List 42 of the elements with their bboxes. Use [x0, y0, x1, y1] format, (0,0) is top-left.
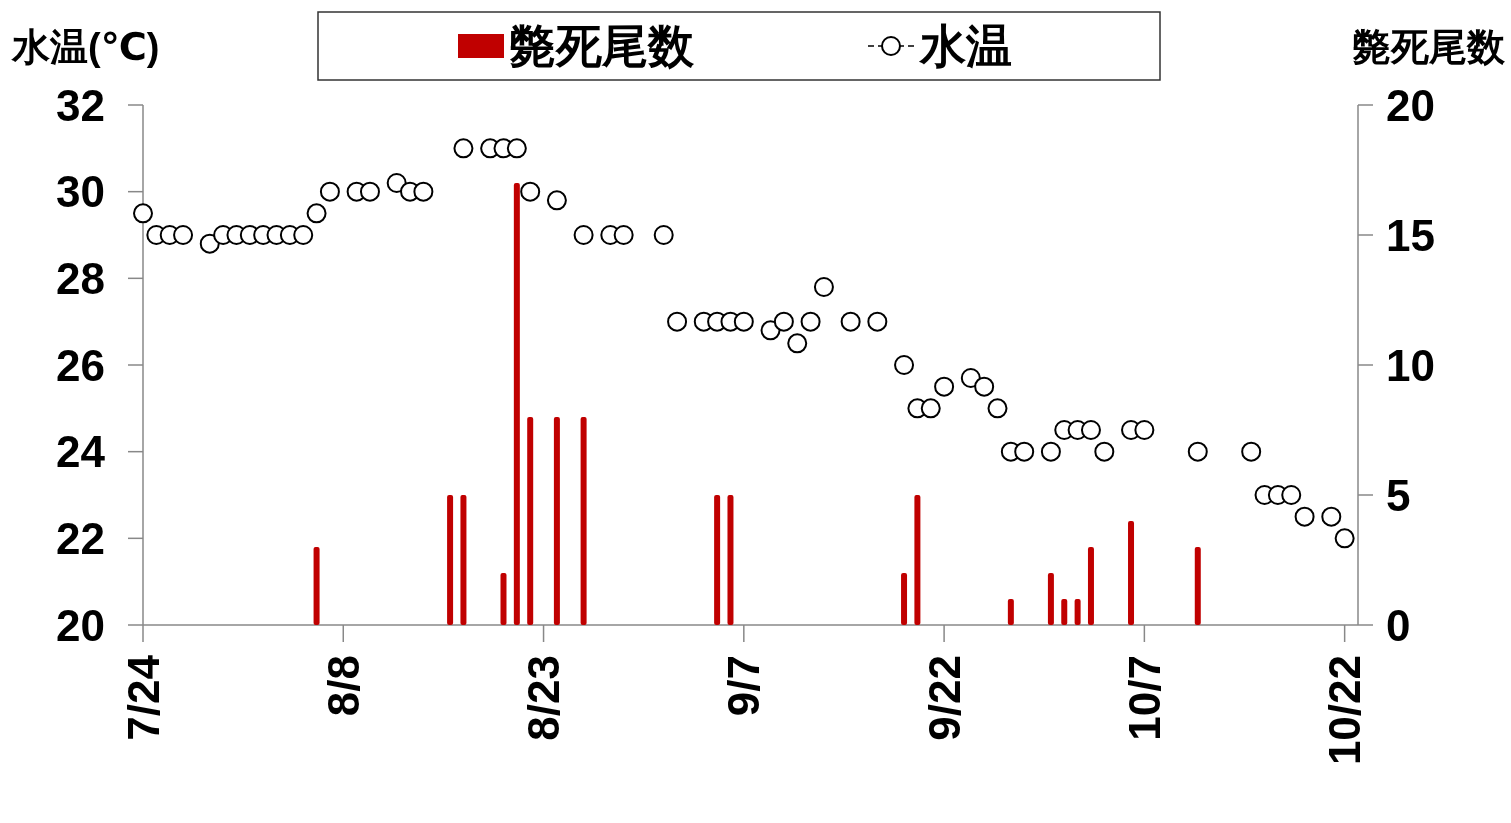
y-tick-label: 32	[56, 80, 105, 130]
x-tick-label: 9/7	[719, 655, 769, 717]
bar	[500, 573, 507, 625]
x-tick-label: 10/7	[1119, 655, 1169, 741]
legend-label: 水温	[918, 20, 1012, 72]
y-tick-label: 24	[56, 427, 106, 477]
x-tick-label: 8/8	[318, 655, 368, 717]
y2-axis-title: 斃死尾数	[1352, 26, 1506, 68]
bar	[580, 417, 587, 625]
bar	[1087, 547, 1094, 625]
bar	[1047, 573, 1054, 625]
legend-label: 斃死尾数	[509, 20, 695, 72]
bar	[313, 547, 320, 625]
x-tick-label: 9/22	[919, 655, 969, 741]
bar	[714, 495, 721, 625]
y-tick-label: 26	[56, 340, 105, 390]
x-tick-label: 7/24	[118, 654, 168, 741]
bar	[1074, 599, 1081, 625]
y-tick-label: 28	[56, 253, 105, 303]
x-tick-label: 10/22	[1320, 655, 1370, 766]
y2-tick-label: 20	[1386, 80, 1435, 130]
bar	[1194, 547, 1201, 625]
y2-tick-label: 10	[1386, 340, 1435, 390]
y2-tick-label: 15	[1386, 210, 1435, 260]
y2-tick-label: 5	[1386, 470, 1411, 520]
bar	[447, 495, 454, 625]
bar	[460, 495, 467, 625]
bar	[1128, 521, 1135, 625]
y-tick-label: 22	[56, 513, 105, 563]
bar	[1007, 599, 1014, 625]
bar	[527, 417, 534, 625]
y-axis-title: 水温(℃)	[11, 26, 160, 68]
bar	[901, 573, 908, 625]
x-tick-label: 8/23	[519, 655, 569, 741]
bar	[727, 495, 734, 625]
bar	[513, 183, 520, 625]
y-tick-label: 20	[56, 600, 105, 650]
bar	[553, 417, 560, 625]
bar	[1061, 599, 1068, 625]
y-tick-label: 30	[56, 167, 105, 217]
bar	[914, 495, 921, 625]
y2-tick-label: 0	[1386, 600, 1411, 650]
